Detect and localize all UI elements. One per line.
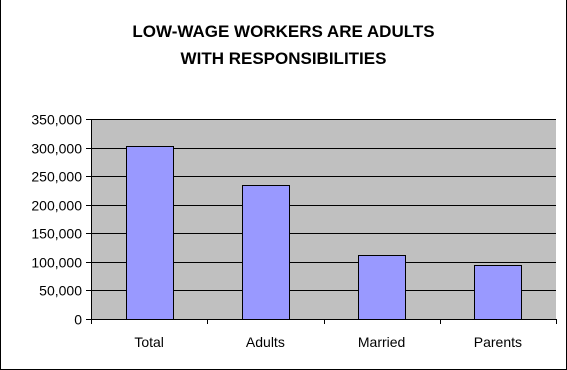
chart-title-line-1: LOW-WAGE WORKERS ARE ADULTS [132, 22, 435, 41]
y-tick-label: 100,000 [31, 255, 82, 271]
x-category-label: Total [134, 334, 164, 350]
y-tick-label: 150,000 [31, 226, 82, 242]
x-category-label: Parents [474, 334, 522, 350]
bar-married [358, 255, 406, 320]
y-tick-label: 0 [74, 312, 82, 328]
bar-adults [242, 185, 290, 320]
y-tick-label: 350,000 [31, 112, 82, 128]
x-category-labels: Total Adults Married Parents [134, 334, 522, 350]
x-category-label: Married [358, 334, 405, 350]
y-tick-label: 250,000 [31, 169, 82, 185]
y-tick-label: 300,000 [31, 141, 82, 157]
bar-total [126, 146, 174, 320]
y-tick-label: 50,000 [39, 283, 82, 299]
y-tick-label: 200,000 [31, 198, 82, 214]
y-tick-labels: 0 50,000 100,000 150,000 200,000 250,000 300,0… [31, 112, 82, 328]
y-tick-marks [86, 119, 91, 320]
chart-title: LOW-WAGE WORKERS ARE ADULTS WITH RESPONS… [0, 18, 567, 72]
bar-parents [474, 265, 522, 320]
chart-title-line-2: WITH RESPONSIBILITIES [180, 49, 387, 68]
x-tick-marks [91, 319, 557, 324]
x-category-label: Adults [246, 334, 285, 350]
